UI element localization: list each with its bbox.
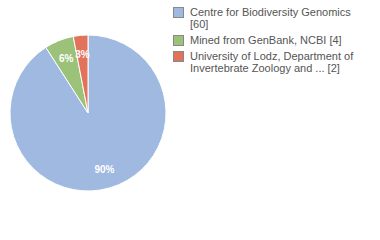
svg-text:3%: 3% bbox=[75, 49, 90, 60]
html-text:Mined from GenBank, NCBI [4]: Mined from GenBank, NCBI [4] bbox=[190, 34, 342, 46]
svg-text:6%: 6% bbox=[59, 53, 74, 64]
html-text:Centre for Biodiversity Genomi: Centre for Biodiversity Genomics [60] bbox=[190, 6, 351, 30]
svg-text:90%: 90% bbox=[94, 164, 114, 175]
html-text:University of Lodz, Department: University of Lodz, Department of Invert… bbox=[190, 50, 354, 74]
